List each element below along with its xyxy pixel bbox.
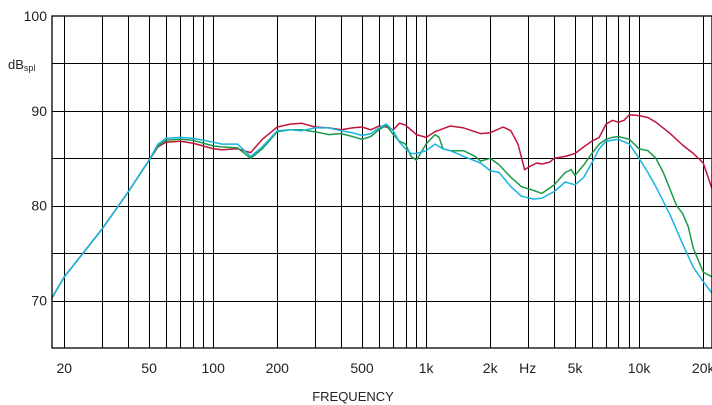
y-tick-label: 100 <box>24 8 48 24</box>
y-tick-labels: 100 90 80 70 <box>24 8 48 309</box>
y-unit-main: dB <box>8 57 24 72</box>
x-tick-label: 10k <box>628 360 652 376</box>
series-line-3 <box>51 123 712 299</box>
y-tick-label: 90 <box>31 103 47 119</box>
vertical-gridlines <box>64 16 704 348</box>
y-tick-label: 80 <box>31 198 47 214</box>
y-tick-label: 70 <box>31 293 47 309</box>
series-lines <box>51 113 712 299</box>
x-tick-label: 20 <box>57 360 73 376</box>
x-tick-label: Hz <box>519 360 536 376</box>
x-tick-label: 1k <box>419 360 435 376</box>
series-line-1 <box>51 113 712 299</box>
x-tick-label: 50 <box>141 360 157 376</box>
horizontal-gridlines <box>52 63 712 302</box>
x-tick-label: 500 <box>350 360 374 376</box>
x-tick-labels: 20 50 100 200 500 1k 2k Hz 5k 10k 20k <box>57 360 712 376</box>
x-tick-label: 100 <box>202 360 226 376</box>
y-unit-sub: spl <box>24 63 36 73</box>
series-line-2 <box>51 124 712 299</box>
x-tick-label: 2k <box>483 360 499 376</box>
y-unit-label: dBspl <box>8 57 35 73</box>
x-axis-title: FREQUENCY <box>312 389 394 404</box>
x-tick-label: 200 <box>266 360 290 376</box>
x-tick-label: 5k <box>568 360 584 376</box>
x-tick-label: 20k <box>692 360 712 376</box>
plot-frame <box>51 15 712 349</box>
